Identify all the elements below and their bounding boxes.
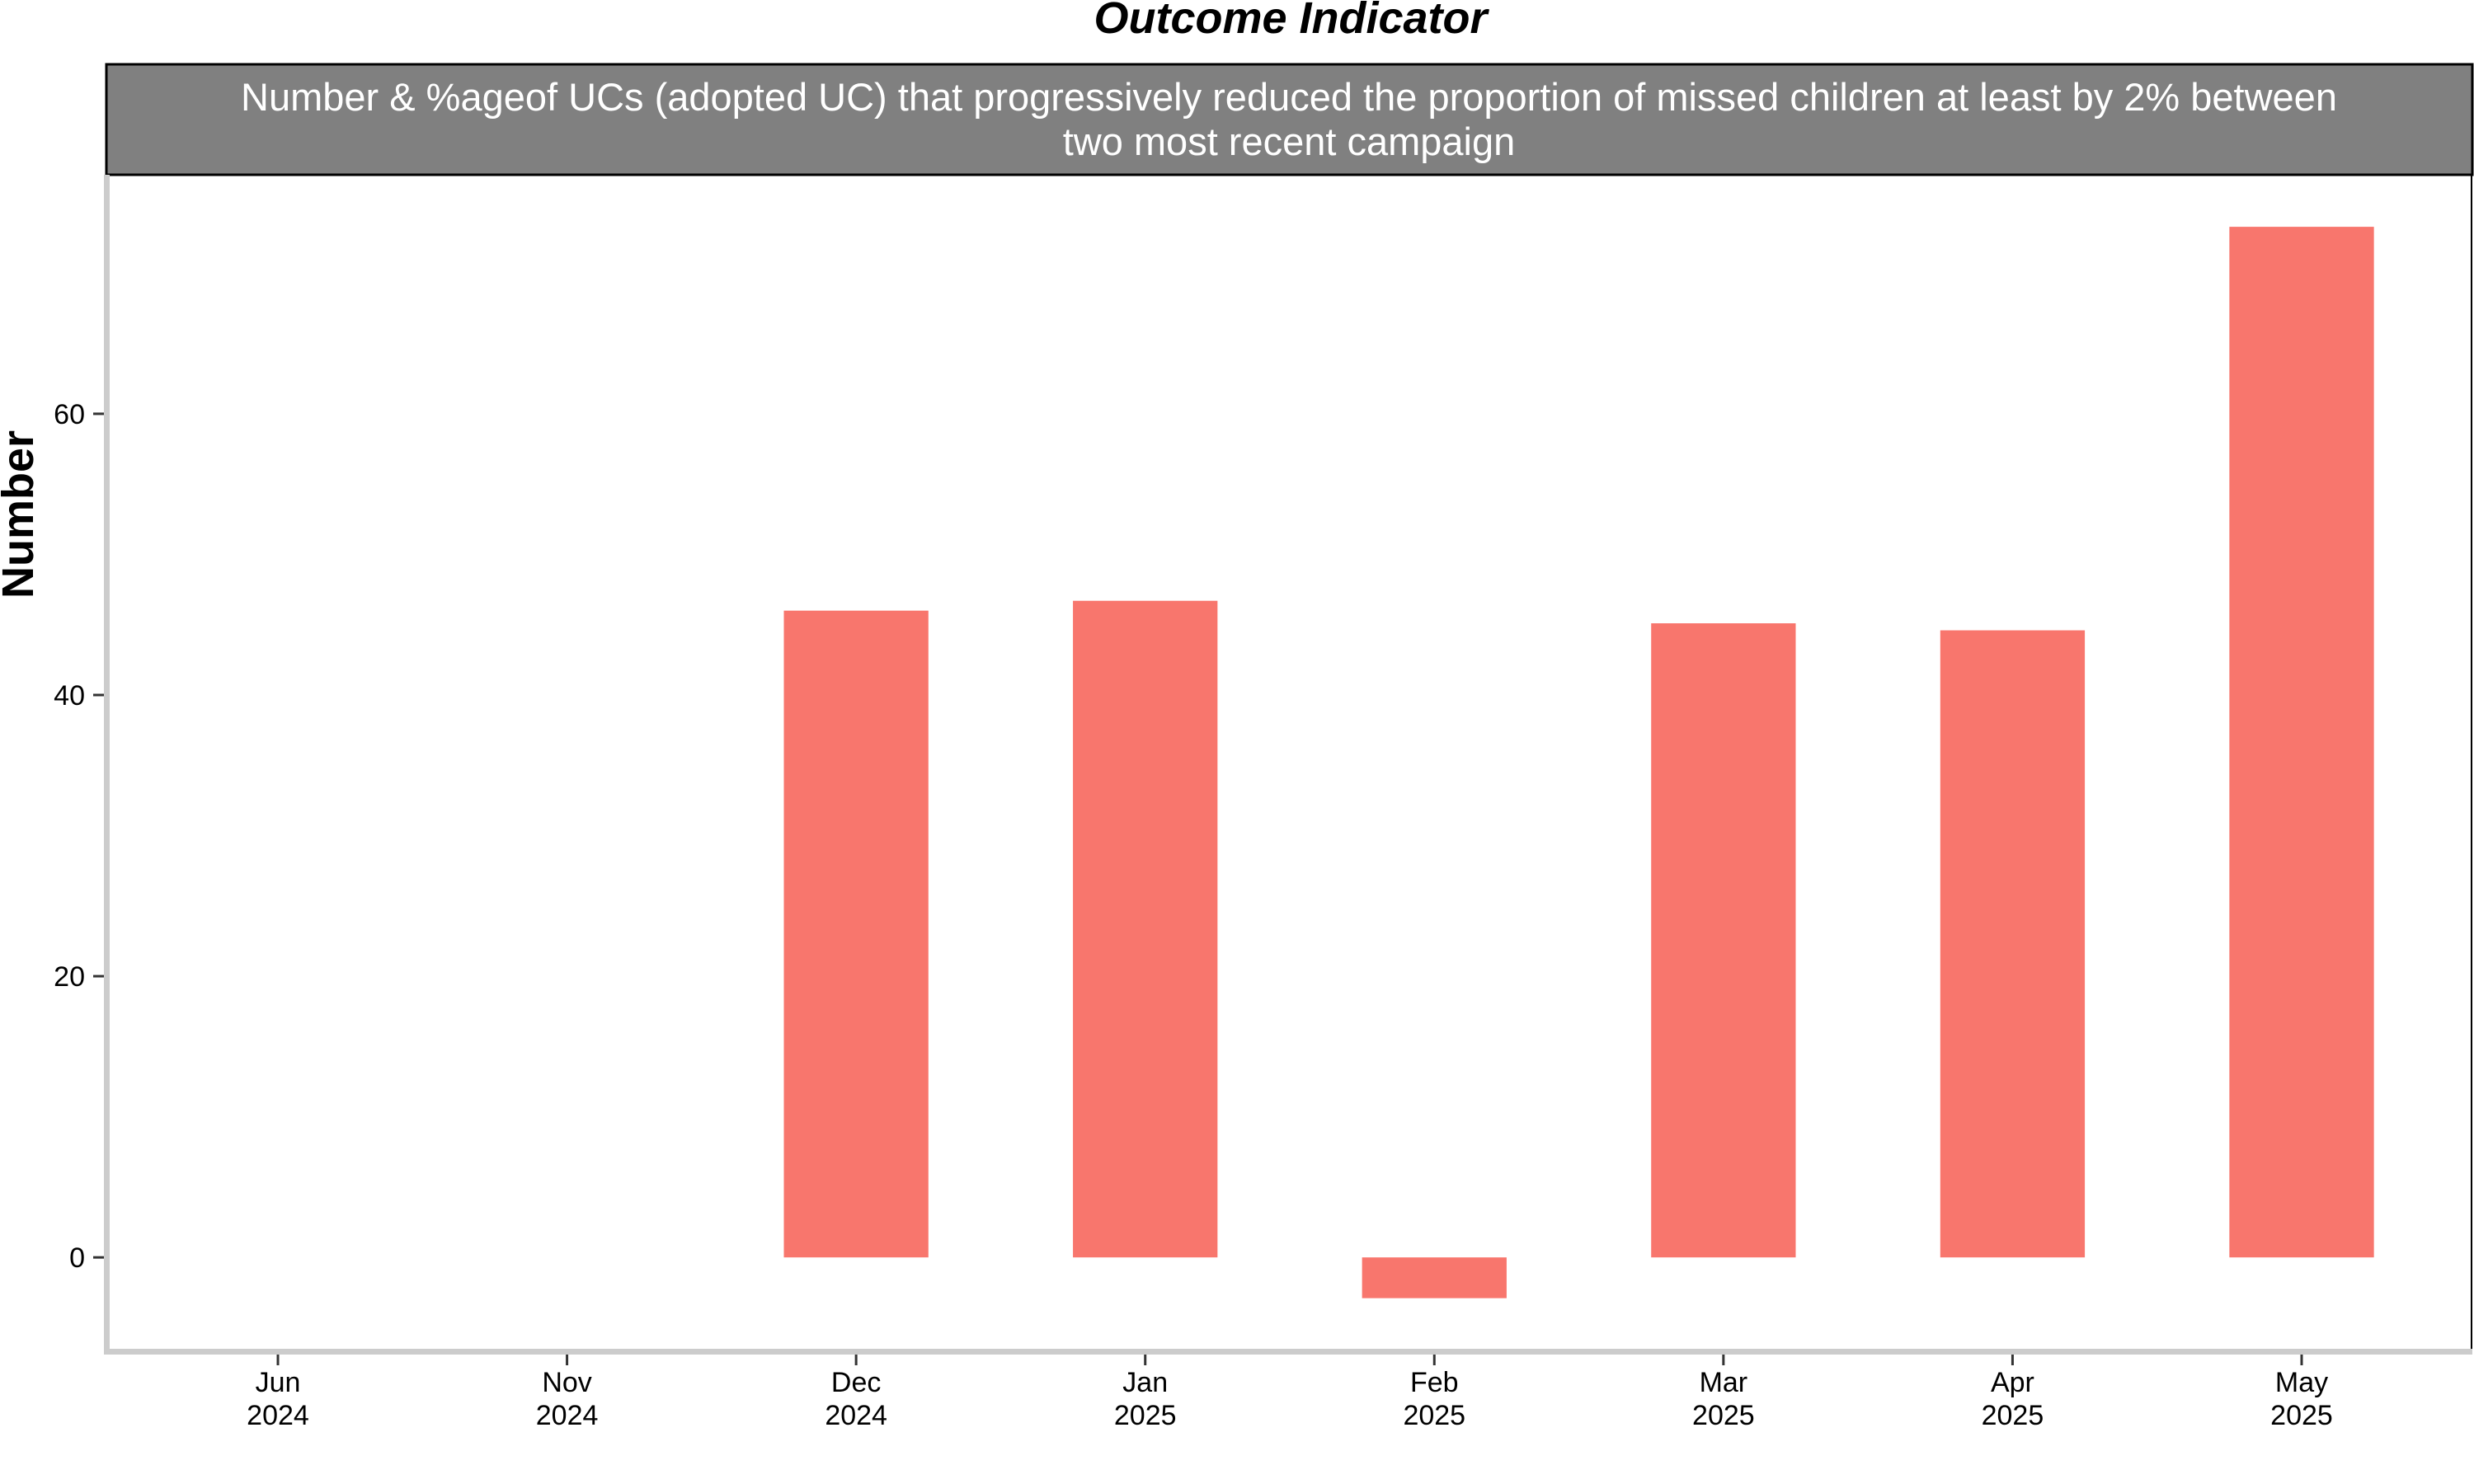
panel-strip: Number & %ageof UCs (adopted UC) that pr… <box>105 63 2474 176</box>
x-axis-line <box>104 1349 2472 1355</box>
x-axis-ticks: Jun2024Nov2024Dec2024Jan2025Feb2025Mar20… <box>247 1355 2333 1431</box>
x-tick-label-month: Dec <box>831 1367 881 1398</box>
y-axis-ticks: 0 20 40 60 <box>54 399 104 1274</box>
bar-feb-2025 <box>1362 1257 1507 1298</box>
x-tick-label-month: Jun <box>256 1367 301 1398</box>
bars <box>783 227 2374 1298</box>
bar-dec-2024 <box>783 610 929 1258</box>
y-tick-label: 40 <box>54 680 85 711</box>
panel-strip-label-line-1: Number & %ageof UCs (adopted UC) that pr… <box>241 75 2337 119</box>
panel-strip-background <box>105 63 2474 176</box>
y-tick-label: 20 <box>54 961 85 993</box>
x-tick-label-year: 2025 <box>2270 1400 2333 1431</box>
panel-right-border <box>2471 175 2472 1352</box>
x-tick-label-year: 2025 <box>1982 1400 2044 1431</box>
x-tick-label-year: 2025 <box>1692 1400 1755 1431</box>
chart-title: Outcome Indicator <box>1094 0 1489 43</box>
bar-mar-2025 <box>1651 623 1796 1258</box>
x-tick-label-month: Mar <box>1700 1367 1748 1398</box>
plot-panel <box>104 175 2472 1355</box>
x-tick-label-month: Feb <box>1410 1367 1459 1398</box>
x-tick-label-year: 2024 <box>825 1400 887 1431</box>
x-tick-label-month: Apr <box>1991 1367 2034 1398</box>
x-tick-label-year: 2025 <box>1403 1400 1465 1431</box>
bar-apr-2025 <box>1940 630 2086 1258</box>
bar-may-2025 <box>2229 227 2374 1258</box>
y-axis-line <box>104 175 110 1354</box>
y-tick-label: 0 <box>69 1242 85 1274</box>
y-axis-label: Number <box>0 430 43 599</box>
x-tick-label-year: 2024 <box>536 1400 599 1431</box>
x-tick-label-month: Jan <box>1122 1367 1168 1398</box>
y-tick-label: 60 <box>54 399 85 430</box>
bar-jan-2025 <box>1073 600 1218 1258</box>
x-tick-label-month: Nov <box>542 1367 591 1398</box>
x-tick-label-year: 2024 <box>247 1400 309 1431</box>
x-tick-label-month: May <box>2275 1367 2328 1398</box>
panel-strip-label-line-2: two most recent campaign <box>1063 120 1516 163</box>
x-tick-label-year: 2025 <box>1114 1400 1177 1431</box>
